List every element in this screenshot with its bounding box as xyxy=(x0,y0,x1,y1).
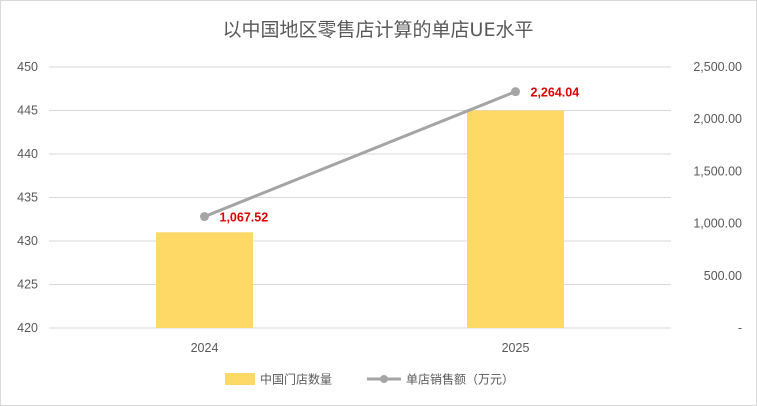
y-right-tick-label: 1,500.00 xyxy=(693,164,742,178)
y-left-tick-label: 445 xyxy=(17,104,38,118)
y-left-tick-label: 440 xyxy=(17,147,38,161)
line-point xyxy=(200,212,209,222)
y-right-tick-label: - xyxy=(738,321,742,335)
y-left-tick-label: 420 xyxy=(17,321,38,335)
y-left-tick-label: 425 xyxy=(17,278,38,292)
y-left-tick-label: 450 xyxy=(17,60,38,74)
y-left-tick-label: 435 xyxy=(17,191,38,205)
legend-marker xyxy=(380,375,388,383)
x-tick-label: 2025 xyxy=(502,341,530,355)
gridlines xyxy=(49,66,671,329)
legend-label: 单店销售额（万元） xyxy=(406,372,514,387)
y-right-tick-label: 500.00 xyxy=(704,269,742,283)
data-label: 2,264.04 xyxy=(531,86,580,100)
y-left-tick-label: 430 xyxy=(17,234,38,248)
axis-labels: 420 425 430 435 440 445 450 - 500.00 1,000.00 1,50… xyxy=(17,60,742,355)
line-series: 1,067.52 2,264.04 xyxy=(200,86,579,225)
x-tick-label: 2024 xyxy=(191,341,219,355)
legend-swatch-bar xyxy=(225,373,255,385)
y-right-tick-label: 1,000.00 xyxy=(693,217,742,231)
bar xyxy=(467,110,564,328)
series-line xyxy=(203,90,517,218)
legend-label: 中国门店数量 xyxy=(260,372,332,387)
bar-series xyxy=(156,110,564,328)
line-point xyxy=(511,87,520,97)
data-label: 1,067.52 xyxy=(220,211,269,225)
y-right-tick-label: 2,000.00 xyxy=(693,112,742,126)
chart-title: 以中国地区零售店计算的单店UE水平 xyxy=(223,19,534,41)
legend: 中国门店数量 单店销售额（万元） xyxy=(225,372,514,387)
bar xyxy=(156,232,253,328)
y-right-tick-label: 2,500.00 xyxy=(693,60,742,74)
